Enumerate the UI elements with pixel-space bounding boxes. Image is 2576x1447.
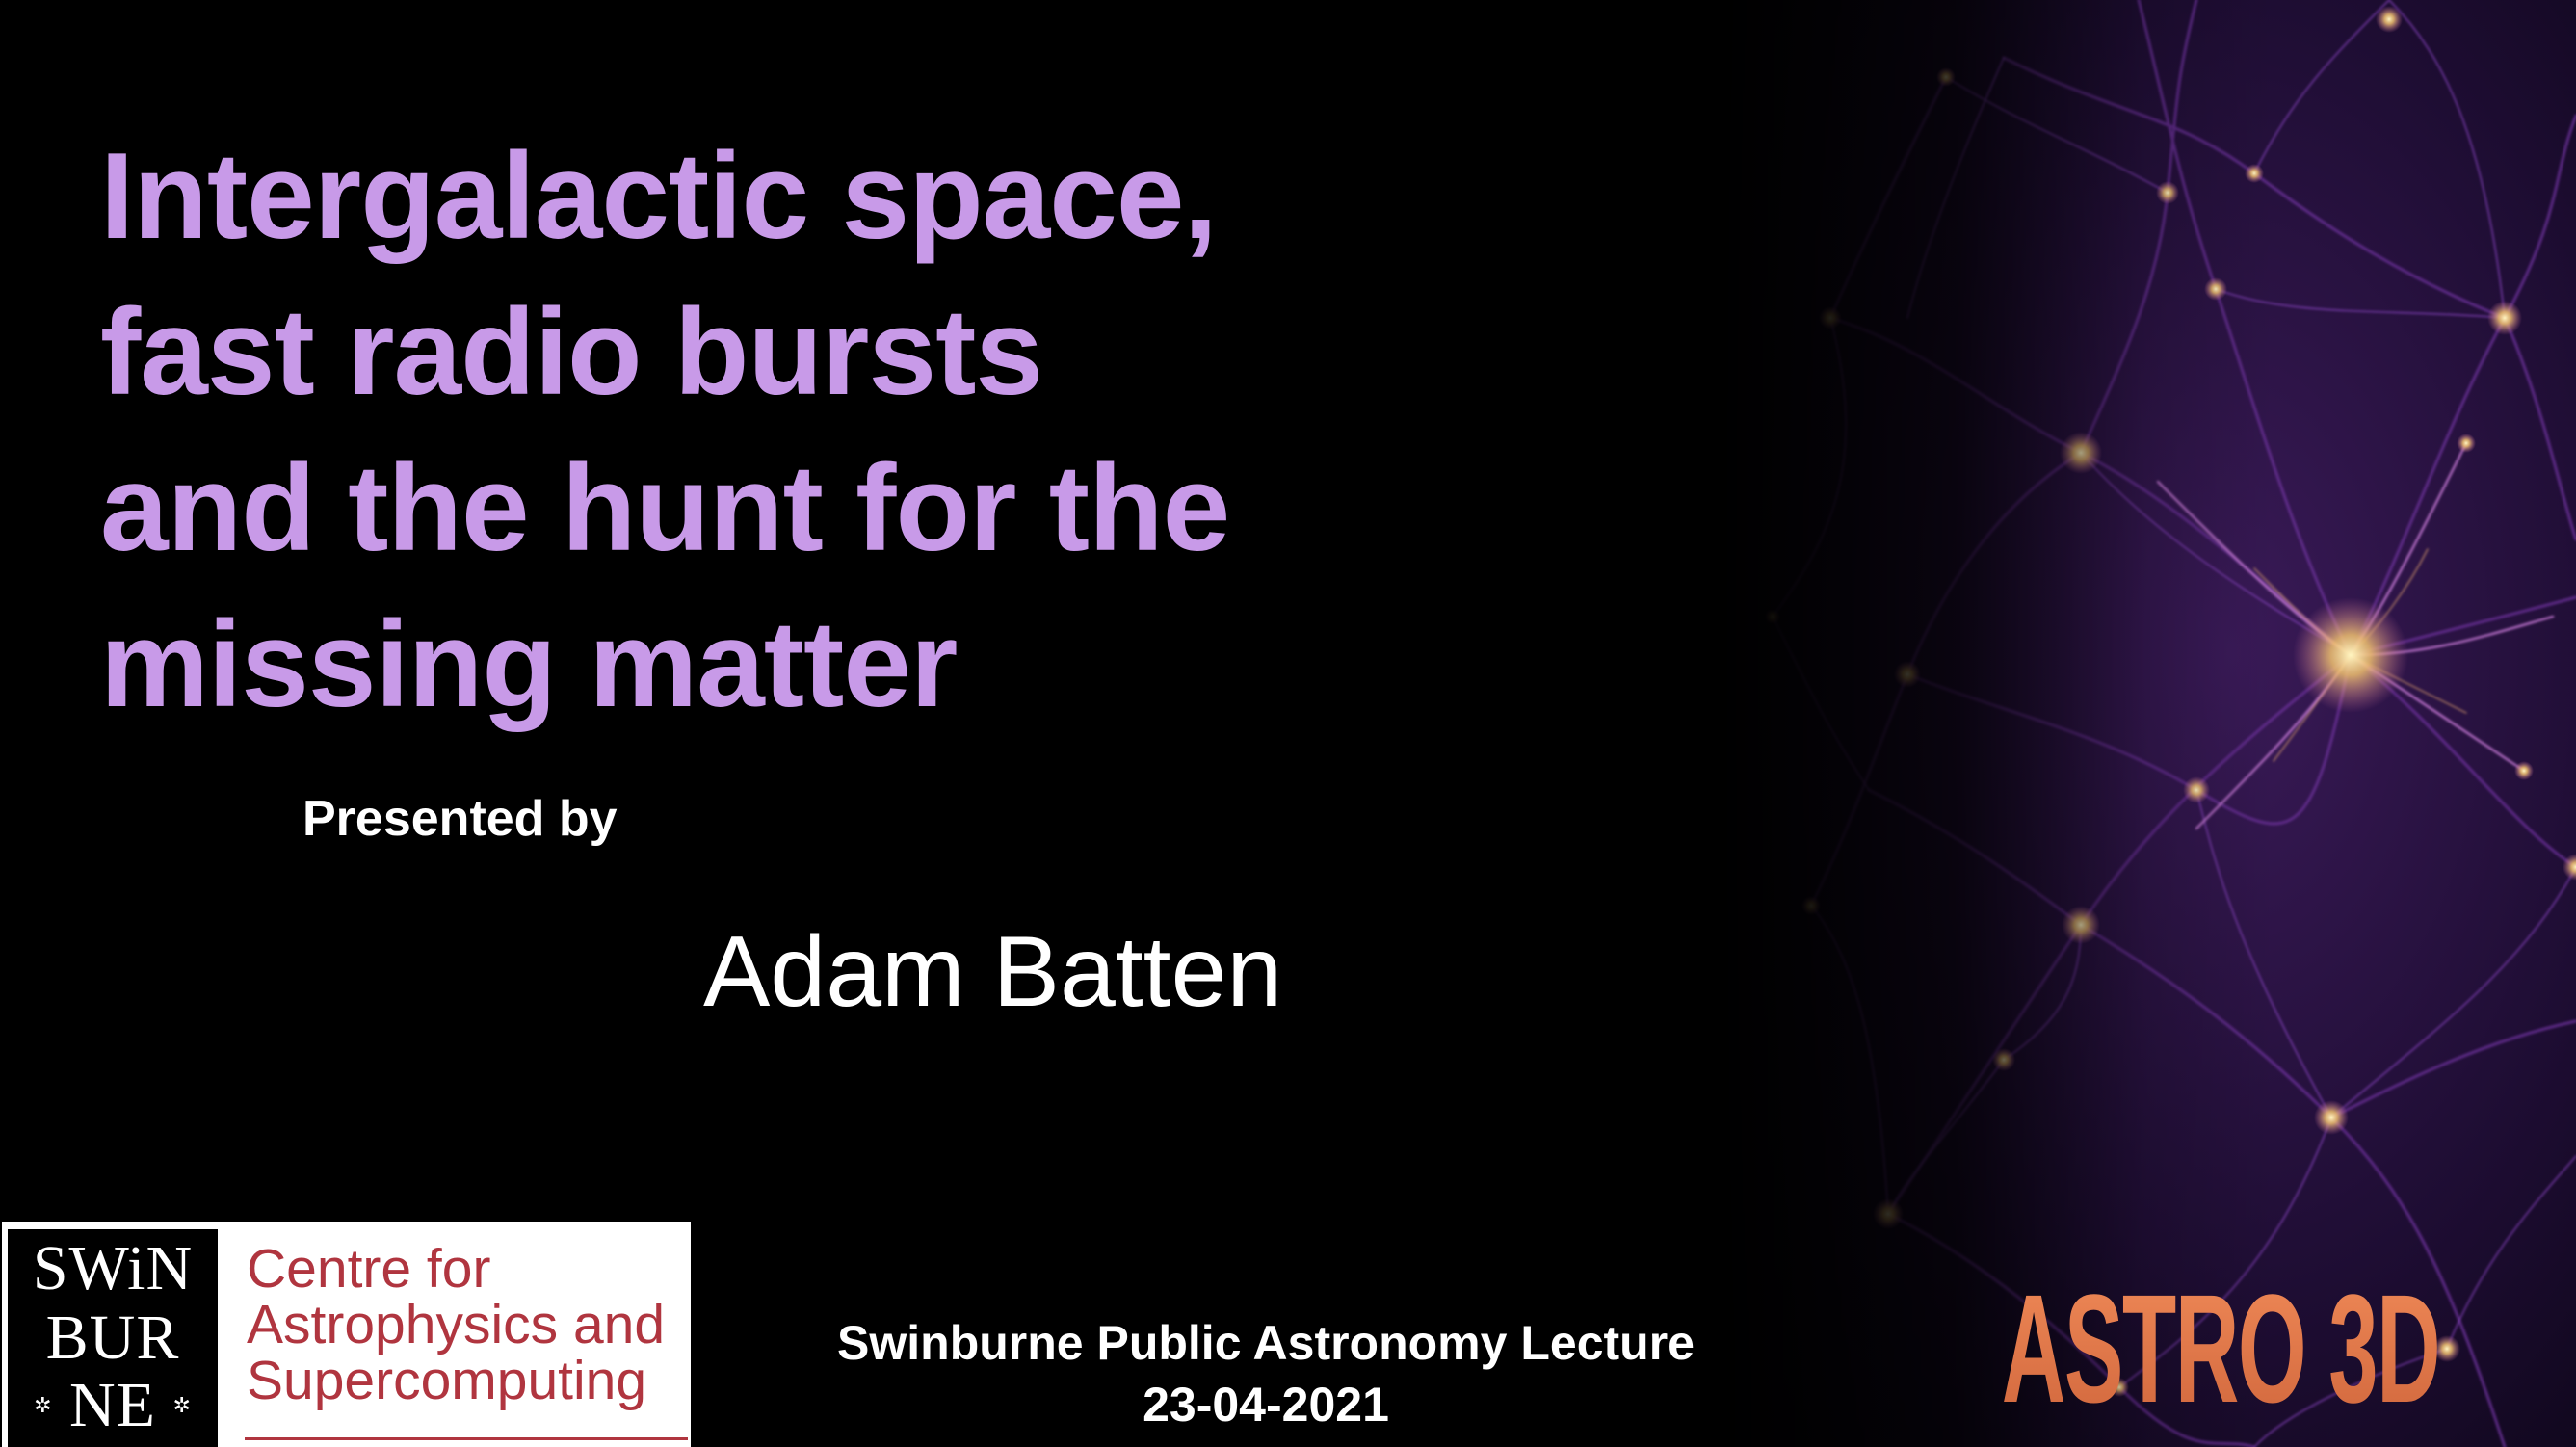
centre-name: Centre for Astrophysics and Supercomputi…	[247, 1241, 665, 1408]
swin-star-right-icon: ✲	[172, 1392, 192, 1417]
cosmic-web-image	[1715, 0, 2576, 1447]
swin-mark-line-2: BUR	[45, 1302, 180, 1373]
presented-by-label: Presented by	[302, 791, 618, 847]
centre-line-2: Astrophysics and	[247, 1294, 666, 1355]
swin-mark-line-3: NE	[69, 1370, 156, 1440]
lecture-info: Swinburne Public Astronomy Lecture 23-04…	[803, 1312, 1728, 1435]
slide-title: Intergalactic space, fast radio bursts a…	[100, 118, 1738, 742]
event-name: Swinburne Public Astronomy Lecture	[837, 1316, 1695, 1370]
event-date: 23-04-2021	[1143, 1378, 1389, 1432]
title-line-4: missing matter	[100, 595, 958, 732]
centre-line-3: Supercomputing	[247, 1350, 647, 1411]
title-line-2: fast radio bursts	[100, 283, 1043, 420]
swin-star-left-icon: ✲	[34, 1392, 53, 1417]
astro3d-logo: ASTRO 3D	[1965, 1262, 2476, 1434]
centre-underline	[245, 1437, 688, 1440]
speaker-name: Adam Batten	[703, 916, 1283, 1028]
swinburne-mark: SWiN BUR ✲ NE ✲	[8, 1229, 218, 1447]
swin-mark-line-3-row: ✲ NE ✲	[8, 1374, 218, 1443]
centre-line-1: Centre for	[247, 1238, 491, 1300]
swin-mark-line-1: SWiN	[32, 1233, 194, 1303]
astro3d-logo-text: ASTRO 3D	[2002, 1276, 2439, 1411]
title-line-1: Intergalactic space,	[100, 127, 1218, 264]
swinburne-logo: SWiN BUR ✲ NE ✲ Centre for Astrophysics …	[2, 1222, 691, 1447]
title-line-3: and the hunt for the	[100, 439, 1230, 576]
